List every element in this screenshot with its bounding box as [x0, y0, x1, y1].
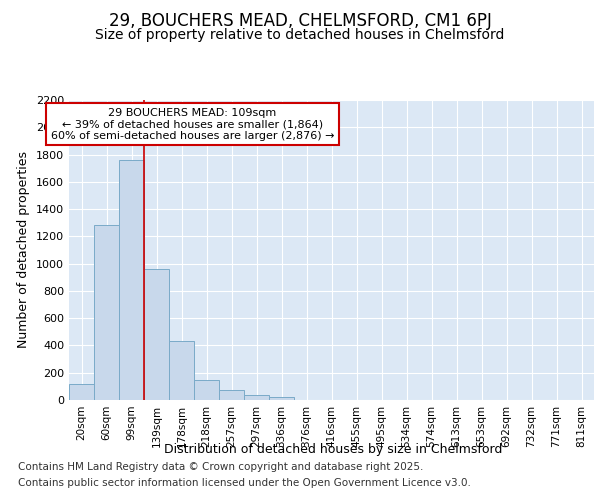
- Text: Contains HM Land Registry data © Crown copyright and database right 2025.: Contains HM Land Registry data © Crown c…: [18, 462, 424, 472]
- Bar: [119, 160, 144, 400]
- Bar: [69, 384, 94, 400]
- Y-axis label: Number of detached properties: Number of detached properties: [17, 152, 31, 348]
- Bar: [269, 396, 294, 400]
- Bar: [169, 342, 194, 400]
- Bar: [144, 269, 169, 400]
- Bar: [94, 226, 119, 400]
- Text: Contains public sector information licensed under the Open Government Licence v3: Contains public sector information licen…: [18, 478, 471, 488]
- Text: 29, BOUCHERS MEAD, CHELMSFORD, CM1 6PJ: 29, BOUCHERS MEAD, CHELMSFORD, CM1 6PJ: [109, 12, 491, 30]
- Bar: [219, 390, 244, 400]
- Text: 29 BOUCHERS MEAD: 109sqm
← 39% of detached houses are smaller (1,864)
60% of sem: 29 BOUCHERS MEAD: 109sqm ← 39% of detach…: [50, 108, 334, 140]
- Text: Size of property relative to detached houses in Chelmsford: Size of property relative to detached ho…: [95, 28, 505, 42]
- Text: Distribution of detached houses by size in Chelmsford: Distribution of detached houses by size …: [164, 442, 502, 456]
- Bar: [194, 380, 219, 400]
- Bar: [244, 395, 269, 400]
